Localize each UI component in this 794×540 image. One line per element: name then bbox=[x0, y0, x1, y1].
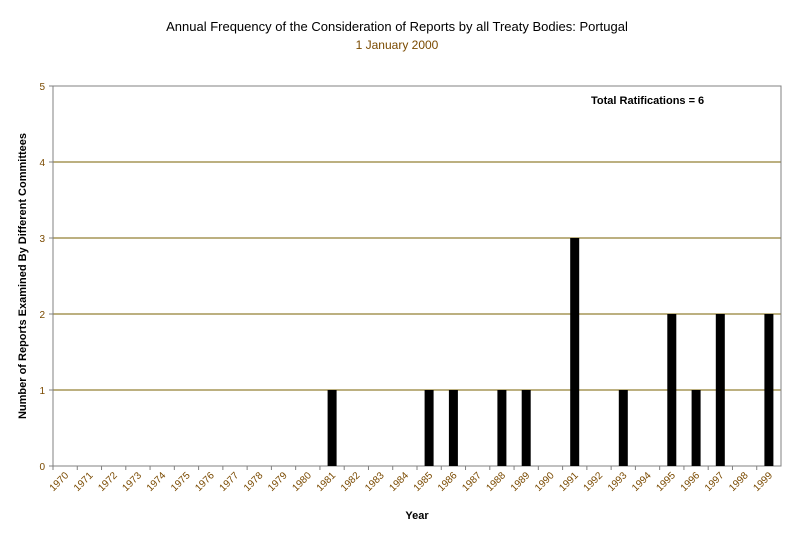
x-tick-label: 1992 bbox=[582, 470, 606, 494]
x-tick-label: 1976 bbox=[193, 470, 217, 494]
bar-1999 bbox=[764, 314, 774, 466]
chart-subtitle: 1 January 2000 bbox=[355, 38, 439, 52]
x-tick-label: 1985 bbox=[412, 470, 436, 494]
x-tick-label: 1987 bbox=[460, 470, 484, 494]
x-tick-label: 1998 bbox=[727, 470, 751, 494]
x-tick-label: 1993 bbox=[606, 470, 630, 494]
x-tick-label: 1984 bbox=[388, 470, 412, 494]
bar-1997 bbox=[715, 314, 725, 466]
y-tick-label: 5 bbox=[39, 82, 45, 93]
bar-1991 bbox=[570, 238, 580, 466]
x-tick-label: 1994 bbox=[630, 470, 654, 494]
x-tick-label: 1978 bbox=[242, 470, 266, 494]
y-tick-label: 1 bbox=[39, 386, 45, 397]
bar-1986 bbox=[448, 390, 458, 466]
x-tick-label: 1974 bbox=[145, 470, 169, 494]
x-tick-label: 1982 bbox=[339, 470, 363, 494]
x-tick-label: 1975 bbox=[169, 470, 193, 494]
y-axis-label: Number of Reports Examined By Different … bbox=[17, 133, 29, 419]
x-tick-label: 1997 bbox=[703, 470, 727, 494]
x-tick-label: 1979 bbox=[266, 470, 290, 494]
y-tick-label: 2 bbox=[39, 310, 45, 321]
x-tick-label: 1989 bbox=[509, 470, 533, 494]
x-tick-label: 1971 bbox=[72, 470, 96, 494]
bar-1996 bbox=[691, 390, 701, 466]
bar-1995 bbox=[667, 314, 677, 466]
x-tick-label: 1995 bbox=[654, 470, 678, 494]
x-tick-label: 1991 bbox=[557, 470, 581, 494]
y-tick-label: 3 bbox=[39, 234, 45, 245]
x-tick-label: 1980 bbox=[290, 470, 314, 494]
x-tick-label: 1990 bbox=[533, 470, 557, 494]
bar-1985 bbox=[424, 390, 434, 466]
x-tick-label: 1977 bbox=[218, 470, 242, 494]
x-tick-label: 1972 bbox=[96, 470, 120, 494]
chart-title: Annual Frequency of the Consideration of… bbox=[166, 19, 628, 34]
x-tick-label: 1986 bbox=[436, 470, 460, 494]
x-tick-label: 1996 bbox=[679, 470, 703, 494]
x-tick-label: 1970 bbox=[48, 470, 72, 494]
bar-1993 bbox=[618, 390, 628, 466]
bar-1981 bbox=[327, 390, 337, 466]
y-tick-label: 4 bbox=[39, 158, 45, 169]
x-axis-label: Year bbox=[405, 510, 429, 522]
x-tick-label: 1973 bbox=[121, 470, 145, 494]
bar-1989 bbox=[521, 390, 531, 466]
x-tick-label: 1981 bbox=[315, 470, 339, 494]
chart-annotation: Total Ratifications = 6 bbox=[591, 95, 704, 107]
x-tick-label: 1999 bbox=[752, 470, 776, 494]
x-tick-label: 1988 bbox=[485, 470, 509, 494]
x-tick-label: 1983 bbox=[363, 470, 387, 494]
bar-1988 bbox=[497, 390, 507, 466]
y-tick-label: 0 bbox=[39, 462, 45, 473]
